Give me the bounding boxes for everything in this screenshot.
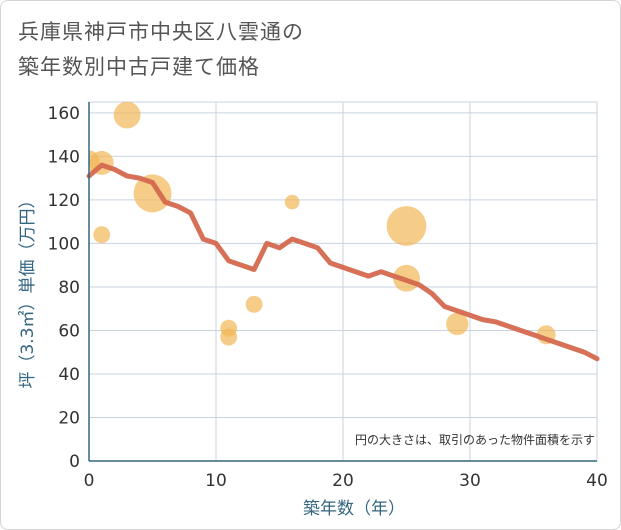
data-bubble (386, 206, 427, 246)
x-axis-title: 築年数（年） (303, 499, 405, 519)
x-tick-label: 30 (459, 471, 481, 491)
chart-title-line-2: 築年数別中古戸建て価格 (18, 55, 260, 79)
y-tick-label: 20 (58, 408, 80, 428)
y-tick-label: 160 (48, 104, 80, 124)
x-tick-label: 10 (205, 471, 227, 491)
x-tick-label: 20 (332, 471, 354, 491)
y-tick-label: 140 (48, 147, 80, 167)
chart-title: 兵庫県神戸市中央区八雲通の 築年数別中古戸建て価格 (18, 15, 304, 85)
y-tick-label: 60 (58, 321, 80, 341)
y-tick-label: 0 (69, 452, 80, 472)
data-bubble (93, 226, 111, 244)
data-bubble (220, 328, 238, 346)
chart-title-line-1: 兵庫県神戸市中央区八雲通の (18, 20, 304, 44)
data-bubble (113, 102, 141, 129)
x-tick-label: 40 (586, 471, 608, 491)
y-tick-label: 100 (48, 234, 80, 254)
data-bubble (133, 174, 172, 213)
bubble-size-note: 円の大きさは、取引のあった物件面積を示す (355, 432, 595, 447)
average-trend-line (86, 162, 600, 362)
y-tick-label: 80 (58, 278, 80, 298)
y-axis-title: 坪（3.3㎡）単価（万円） (18, 191, 38, 388)
data-bubble (446, 312, 469, 336)
data-bubble (284, 194, 300, 210)
y-tick-label: 120 (48, 191, 80, 211)
y-tick-label: 40 (58, 365, 80, 385)
x-tick-label: 0 (84, 471, 95, 491)
data-bubble (245, 295, 263, 313)
